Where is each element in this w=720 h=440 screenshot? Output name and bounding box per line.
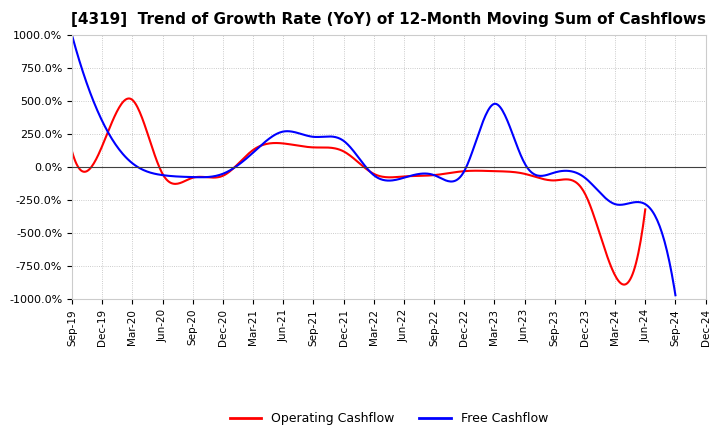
Operating Cashflow	[620, 282, 629, 287]
Operating Cashflow	[539, 176, 547, 182]
Operating Cashflow	[341, 150, 350, 155]
Title: [4319]  Trend of Growth Rate (YoY) of 12-Month Moving Sum of Cashflows: [4319] Trend of Growth Rate (YoY) of 12-…	[71, 12, 706, 27]
Free Cashflow	[657, 227, 665, 232]
Operating Cashflow	[641, 207, 649, 212]
Operating Cashflow	[345, 152, 354, 158]
Free Cashflow	[68, 33, 76, 38]
Free Cashflow	[354, 155, 363, 160]
Legend: Operating Cashflow, Free Cashflow: Operating Cashflow, Free Cashflow	[225, 407, 553, 430]
Operating Cashflow	[629, 268, 638, 273]
Free Cashflow	[562, 168, 571, 173]
Line: Free Cashflow: Free Cashflow	[72, 35, 675, 295]
Operating Cashflow	[379, 174, 387, 180]
Operating Cashflow	[68, 149, 76, 154]
Line: Operating Cashflow: Operating Cashflow	[72, 99, 645, 285]
Operating Cashflow	[125, 96, 134, 101]
Free Cashflow	[427, 172, 436, 177]
Free Cashflow	[394, 176, 402, 182]
Operating Cashflow	[410, 173, 418, 179]
Free Cashflow	[671, 293, 680, 298]
Free Cashflow	[358, 160, 366, 165]
